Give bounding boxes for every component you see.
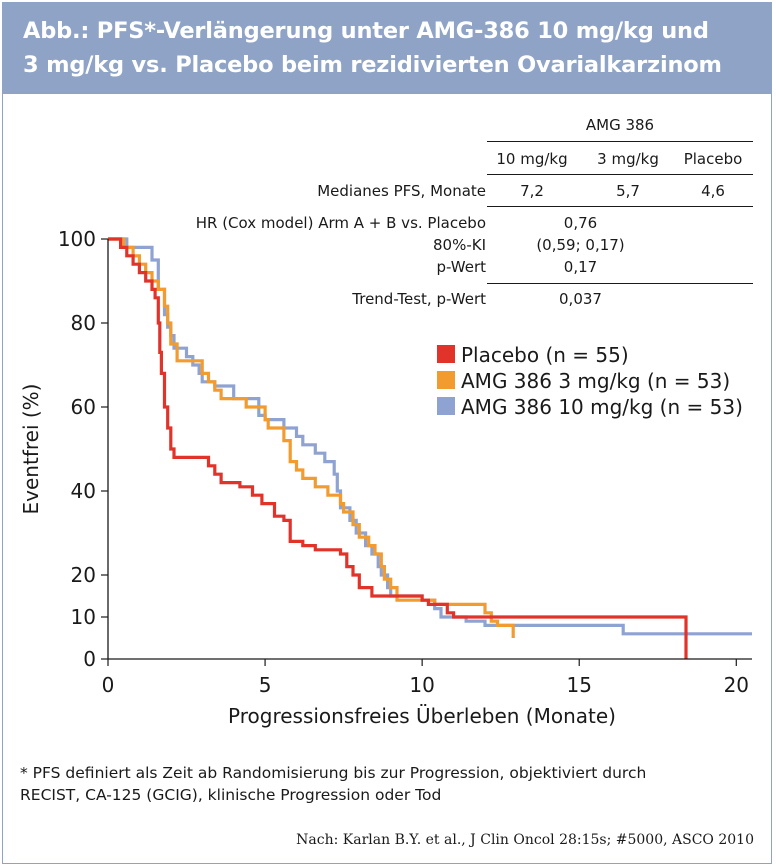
- footnote-line-1: * PFS definiert als Zeit ab Randomisieru…: [20, 764, 647, 782]
- table-rule-header: [487, 174, 753, 175]
- ci-value: (0,59; 0,17): [536, 236, 625, 254]
- median-pfs-3mg: 5,7: [616, 182, 640, 200]
- figure-title-line-1: Abb.: PFS*-Verlängerung unter AMG-386 10…: [23, 18, 709, 44]
- source-citation: Nach: Karlan B.Y. et al., J Clin Oncol 2…: [296, 832, 754, 848]
- hr-value: 0,76: [563, 214, 598, 232]
- table-col-header-placebo: Placebo: [683, 150, 743, 168]
- table-rule-top: [487, 141, 753, 142]
- p-value-label: p-Wert: [436, 258, 486, 276]
- table-col-header-10mg: 10 mg/kg: [496, 150, 568, 168]
- figure-title-line-2: 3 mg/kg vs. Placebo beim rezidivierten O…: [23, 52, 722, 78]
- median-pfs-10mg: 7,2: [520, 182, 544, 200]
- table-rule-median: [487, 206, 753, 207]
- trend-test-label: Trend-Test, p-Wert: [352, 290, 486, 308]
- median-pfs-label: Medianes PFS, Monate: [317, 182, 486, 200]
- ci-label: 80%-KI: [432, 236, 486, 254]
- hr-label: HR (Cox model) Arm A + B vs. Placebo: [195, 214, 486, 232]
- table-group-header: AMG 386: [585, 116, 655, 134]
- table-col-header-3mg: 3 mg/kg: [597, 150, 659, 168]
- p-value: 0,17: [563, 258, 598, 276]
- footnote-line-2: RECIST, CA-125 (GCIG), klinische Progres…: [20, 786, 442, 804]
- figure-header: Abb.: PFS*-Verlängerung unter AMG-386 10…: [3, 3, 771, 94]
- median-pfs-placebo: 4,6: [701, 182, 725, 200]
- trend-test-value: 0,037: [559, 290, 602, 308]
- table-rule-bottom: [487, 283, 753, 284]
